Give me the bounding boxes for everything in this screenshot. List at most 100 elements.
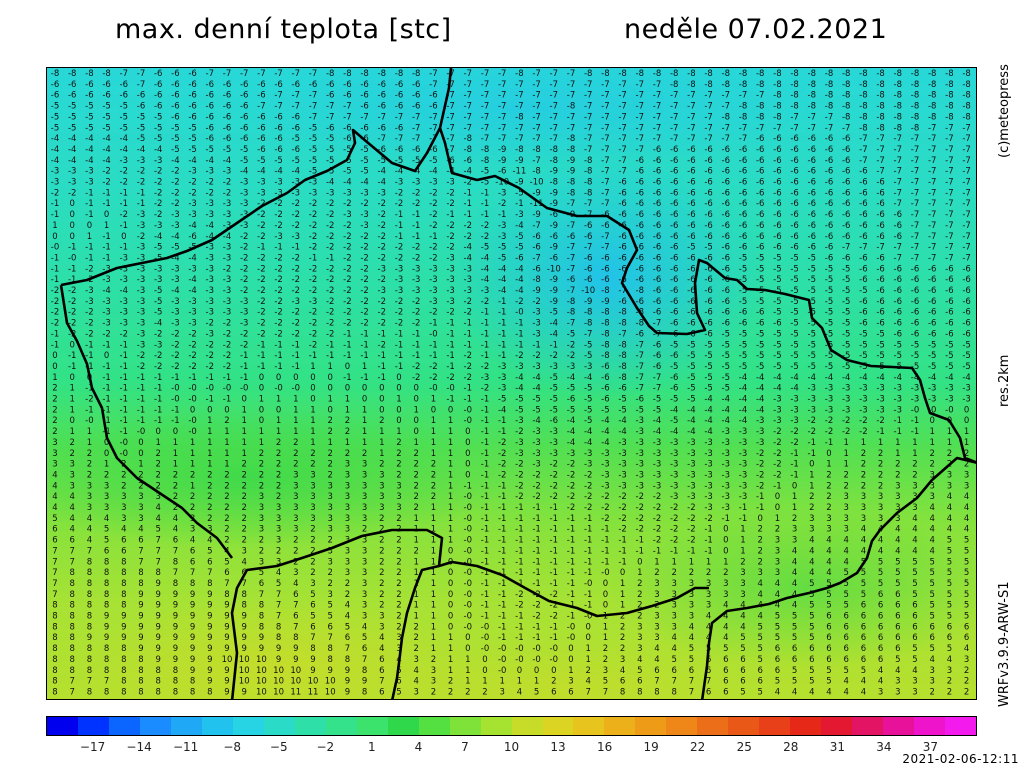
temperature-value: -9 <box>584 297 592 307</box>
temperature-value: -2 <box>85 308 93 318</box>
temperature-value: -2 <box>257 329 265 339</box>
temperature-value: 0 <box>792 481 797 491</box>
temperature-value: -7 <box>894 134 902 144</box>
temperature-value: -2 <box>188 188 196 198</box>
temperature-value: -6 <box>395 91 403 101</box>
temperature-value: 8 <box>241 590 246 600</box>
temperature-value: -1 <box>446 319 454 329</box>
temperature-value: -6 <box>670 275 678 285</box>
temperature-value: -8 <box>550 156 558 166</box>
temperature-value: -0 <box>51 243 59 253</box>
temperature-value: 5 <box>740 687 745 697</box>
temperature-value: -11 <box>512 167 526 177</box>
temperature-value: -2 <box>68 188 76 198</box>
temperature-value: 5 <box>964 601 969 611</box>
temperature-value: -7 <box>567 112 575 122</box>
temperature-value: -4 <box>481 264 489 274</box>
temperature-value: 8 <box>121 666 126 676</box>
temperature-value: 7 <box>52 546 57 556</box>
temperature-value: -7 <box>962 123 970 133</box>
temperature-value: 2 <box>345 427 350 437</box>
temperature-value: 3 <box>431 698 436 700</box>
temperature-value: 0 <box>52 351 57 361</box>
temperature-value: -0 <box>188 416 196 426</box>
temperature-value: -7 <box>412 123 420 133</box>
temperature-value: 2 <box>293 438 298 448</box>
temperature-value: -6 <box>274 134 282 144</box>
temperature-value: -6 <box>790 156 798 166</box>
temperature-value: -6 <box>859 253 867 263</box>
temperature-value: 2 <box>293 449 298 459</box>
temperature-value: 2 <box>413 460 418 470</box>
temperature-value: -7 <box>446 145 454 155</box>
temperature-value: -1 <box>137 188 145 198</box>
temperature-value: -2 <box>137 362 145 372</box>
temperature-value: 6 <box>723 687 728 697</box>
temperature-value: -0 <box>464 568 472 578</box>
temperature-value: -4 <box>808 373 816 383</box>
temperature-value: 4 <box>740 601 745 611</box>
color-scale-tick-label: 31 <box>830 740 845 754</box>
temperature-value: -6 <box>859 221 867 231</box>
temperature-value: 2 <box>431 470 436 480</box>
temperature-value: -5 <box>550 384 558 394</box>
temperature-value: -5 <box>584 395 592 405</box>
temperature-value: -1 <box>498 308 506 318</box>
temperature-value: -2 <box>808 416 816 426</box>
temperature-value: 3 <box>345 481 350 491</box>
temperature-value: 9 <box>173 655 178 665</box>
temperature-value: -7 <box>601 91 609 101</box>
temperature-value: -1 <box>498 622 506 632</box>
temperature-value: -6 <box>550 210 558 220</box>
temperature-value: -2 <box>550 601 558 611</box>
temperature-value: -3 <box>154 156 162 166</box>
temperature-value: -3 <box>102 308 110 318</box>
temperature-value: -3 <box>962 395 970 405</box>
temperature-value: -7 <box>601 102 609 112</box>
temperature-value: -7 <box>618 156 626 166</box>
temperature-value: -8 <box>859 91 867 101</box>
temperature-value: 4 <box>878 666 883 676</box>
temperature-value: -7 <box>515 123 523 133</box>
color-scale-segment <box>666 717 698 735</box>
temperature-value: 9 <box>224 687 229 697</box>
temperature-value: -6 <box>412 91 420 101</box>
temperature-value: -2 <box>464 297 472 307</box>
temperature-value: 5 <box>809 622 814 632</box>
temperature-value: 4 <box>775 590 780 600</box>
temperature-value: -6 <box>102 80 110 90</box>
temperature-value: 4 <box>52 470 57 480</box>
temperature-value: 1 <box>293 416 298 426</box>
temperature-value: -1 <box>464 188 472 198</box>
temperature-value: -1 <box>532 340 540 350</box>
temperature-value: -8 <box>859 69 867 79</box>
temperature-value: 2 <box>929 460 934 470</box>
temperature-value: -6 <box>120 80 128 90</box>
temperature-value: 1 <box>413 514 418 524</box>
temperature-value: -6 <box>601 373 609 383</box>
temperature-value: -2 <box>343 199 351 209</box>
temperature-value: -8 <box>326 69 334 79</box>
temperature-value: 3 <box>671 622 676 632</box>
temperature-value: -1 <box>481 557 489 567</box>
temperature-value: 0 <box>448 601 453 611</box>
temperature-value: -2 <box>464 308 472 318</box>
temperature-value: 6 <box>809 644 814 654</box>
temperature-value: 1 <box>792 492 797 502</box>
temperature-value: -3 <box>120 319 128 329</box>
temperature-value: -7 <box>876 167 884 177</box>
temperature-value: -6 <box>825 188 833 198</box>
cold-area-north <box>227 68 827 168</box>
temperature-value: -7 <box>274 91 282 101</box>
temperature-value: -3 <box>498 232 506 242</box>
temperature-value: -5 <box>360 167 368 177</box>
temperature-value: -3 <box>704 449 712 459</box>
temperature-value: -2 <box>274 275 282 285</box>
temperature-value: 10 <box>256 677 267 687</box>
temperature-value: 2 <box>207 470 212 480</box>
temperature-value: -4 <box>962 373 970 383</box>
temperature-value: -1 <box>550 536 558 546</box>
temperature-value: -6 <box>928 308 936 318</box>
temperature-value: -4 <box>945 373 953 383</box>
temperature-value: -2 <box>601 514 609 524</box>
